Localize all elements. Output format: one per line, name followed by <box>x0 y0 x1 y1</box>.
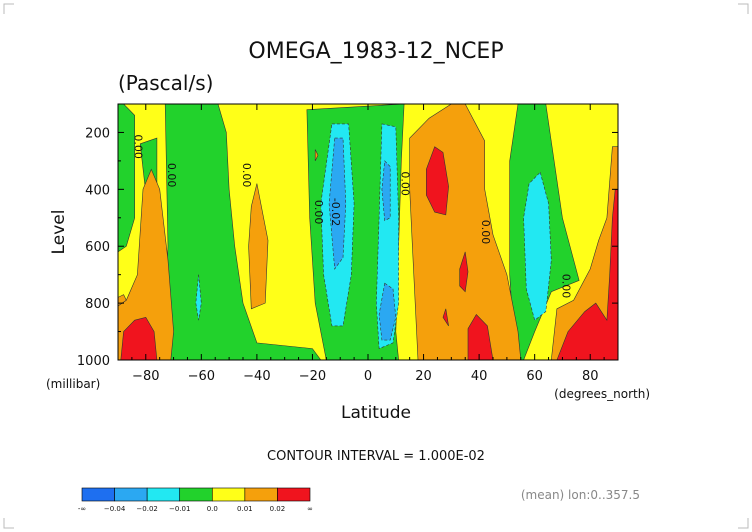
mean-longitude-note: (mean) lon:0..357.5 <box>521 488 640 502</box>
contour-region-1 <box>118 104 135 253</box>
colorbar-label-7: ∞ <box>307 505 313 513</box>
contour-region-22 <box>442 308 449 327</box>
contour-region-20 <box>425 146 449 216</box>
contour-region-14 <box>118 168 174 360</box>
colorbar-label-6: 0.02 <box>270 505 286 513</box>
colorbar-swatch-0 <box>81 487 115 502</box>
crop-marks <box>3 3 749 529</box>
contour-label-5: 0.00 <box>398 171 411 196</box>
contour-region-11 <box>381 160 391 222</box>
contour-region-21 <box>459 251 469 293</box>
contour-label-3: 0.00 <box>312 200 325 225</box>
colorbar-swatch-4 <box>211 487 246 502</box>
y-axis: 200 400 600 800 1000 <box>77 103 618 369</box>
contour-region-15 <box>248 183 269 310</box>
contour-label-1: 0.00 <box>165 163 178 188</box>
y-tick-label-4: 1000 <box>77 354 110 369</box>
contour-interval-text: CONTOUR INTERVAL = 1.000E-02 <box>267 449 485 464</box>
colorbar-swatch-2 <box>146 487 181 502</box>
colorbar-label-3: −0.01 <box>169 505 190 513</box>
colorbar-label-5: 0.01 <box>237 505 253 513</box>
colorbar-swatch-5 <box>244 487 278 502</box>
x-axis: −80 −60 −40 −20 0 20 40 60 80 <box>117 104 619 384</box>
x-tick-label-7: 60 <box>526 369 543 384</box>
contour-region-12 <box>378 282 397 341</box>
contour-labels: 0.00 0.00 0.00 0.00 -0.02 0.00 0.00 0.00 <box>132 134 573 298</box>
y-axis-label: Level <box>49 210 69 255</box>
colorbar-swatch-6 <box>277 487 311 502</box>
x-axis-units: (degrees_north) <box>554 387 650 401</box>
colorbar-swatch-1 <box>114 487 148 502</box>
contour-label-2: 0.00 <box>240 163 253 188</box>
contour-region-17 <box>314 149 319 162</box>
chart-units: (Pascal/s) <box>118 71 213 95</box>
contour-region-18 <box>550 146 618 360</box>
contour-region-9 <box>195 274 202 321</box>
x-tick-label-4: 0 <box>364 369 372 384</box>
colorbar-swatch-3 <box>179 487 213 502</box>
y-tick-label-3: 800 <box>85 297 110 312</box>
x-tick-label-2: −40 <box>243 369 270 384</box>
y-tick-label-2: 600 <box>85 240 110 255</box>
y-tick-label-1: 400 <box>85 183 110 198</box>
colorbar-label-2: −0.02 <box>136 505 157 513</box>
contour-label-4: -0.02 <box>329 198 342 226</box>
y-axis-units: (millibar) <box>46 377 100 391</box>
contour-region-8 <box>523 171 552 321</box>
contour-label-7: 0.00 <box>559 274 572 299</box>
contour-label-6: 0.00 <box>479 220 492 245</box>
contour-label-0: 0.00 <box>132 134 145 159</box>
x-tick-label-5: 20 <box>415 369 432 384</box>
x-tick-label-1: −60 <box>188 369 215 384</box>
contour-region-10 <box>328 137 347 270</box>
x-axis-label: Latitude <box>341 403 411 423</box>
contour-regions <box>118 104 618 360</box>
chart-title: OMEGA_1983-12_NCEP <box>248 39 503 64</box>
colorbar-label-4: 0.0 <box>207 505 218 513</box>
x-tick-label-8: 80 <box>582 369 599 384</box>
colorbar: -∞ −0.04 −0.02 −0.01 0.0 0.01 0.02 ∞ <box>78 487 313 513</box>
colorbar-label-1: −0.04 <box>104 505 126 513</box>
x-tick-label-0: −80 <box>132 369 159 384</box>
contour-region-23 <box>467 314 494 360</box>
x-tick-label-3: −20 <box>299 369 326 384</box>
contour-region-19 <box>120 316 158 360</box>
x-tick-label-6: 40 <box>471 369 488 384</box>
colorbar-label-0: -∞ <box>78 505 86 513</box>
y-tick-label-0: 200 <box>85 126 110 141</box>
